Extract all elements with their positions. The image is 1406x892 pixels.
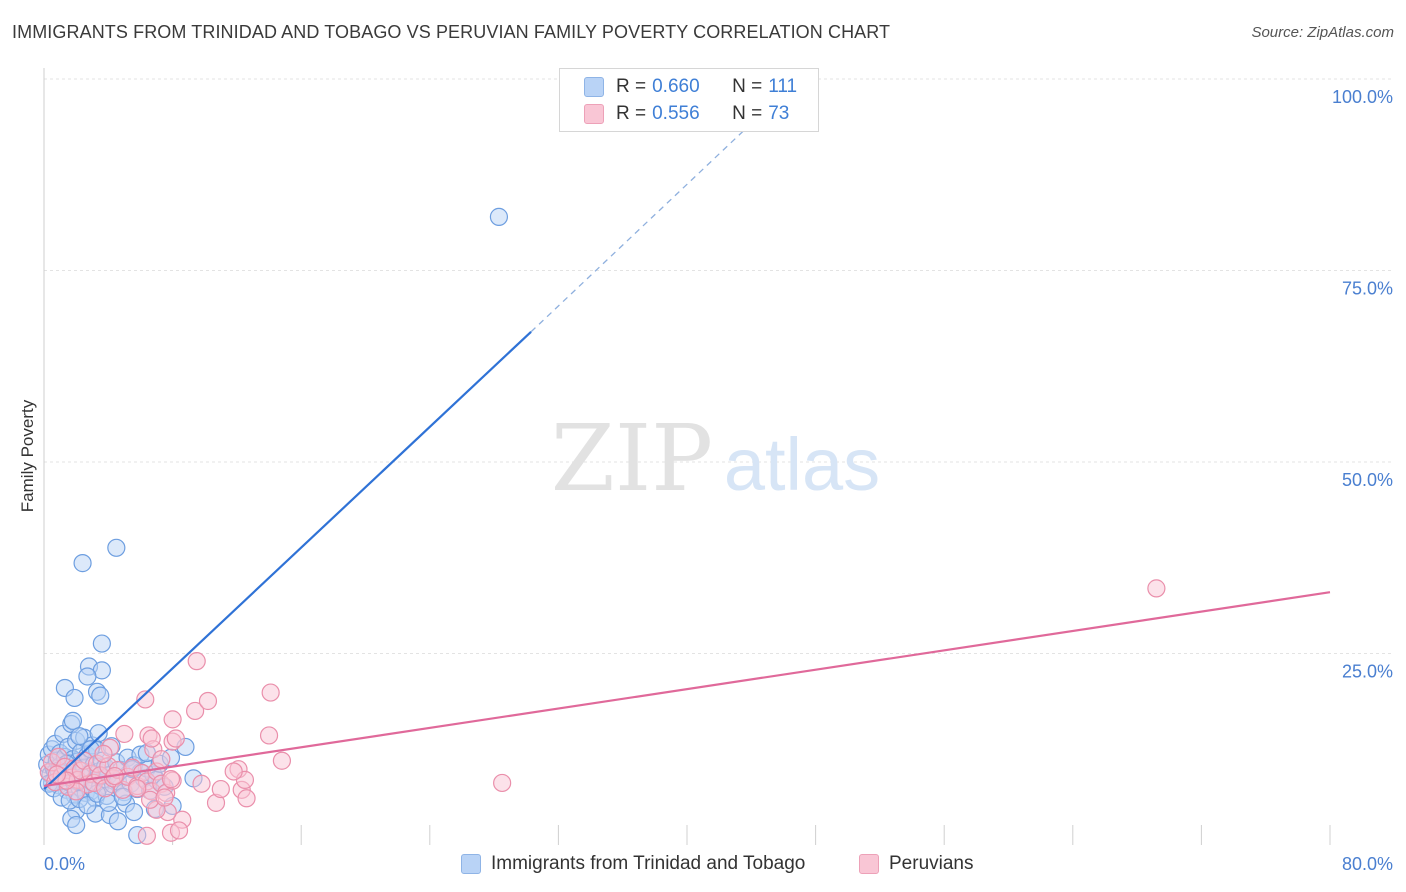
peruvian-point bbox=[115, 724, 134, 744]
peruvian-point bbox=[211, 779, 230, 799]
peruvian-point bbox=[272, 751, 292, 770]
trinidad-point bbox=[70, 727, 89, 746]
axes bbox=[43, 68, 1331, 845]
watermark-atlas: atlas bbox=[724, 423, 880, 506]
trinidad-point bbox=[107, 538, 126, 557]
series-swatch-pink bbox=[859, 854, 879, 874]
peruvian-point bbox=[259, 726, 279, 745]
legend-row-peruvians: R = 0.556 N = 73 bbox=[584, 103, 789, 125]
legend-r-label: R = bbox=[616, 76, 647, 97]
tick-labels: 25.0% 50.0% 75.0% 100.0% 0.0% 80.0% bbox=[44, 87, 1393, 874]
peruvian-point bbox=[186, 701, 205, 721]
watermark-zip: ZIP bbox=[551, 405, 713, 512]
trinidad-point bbox=[108, 812, 128, 831]
peruvian-point bbox=[136, 690, 155, 709]
trinidad-trend-extension bbox=[530, 130, 744, 333]
trend-lines bbox=[43, 130, 1331, 790]
series-legend-peruvians: Peruvians bbox=[859, 852, 974, 876]
trinidad-point bbox=[91, 686, 110, 705]
peruvian-point bbox=[152, 750, 171, 769]
grid-lines bbox=[44, 78, 1392, 654]
y-tick-label: 75.0% bbox=[1342, 279, 1393, 299]
legend-n-value: 73 bbox=[768, 103, 790, 124]
chart-title: IMMIGRANTS FROM TRINIDAD AND TOBAGO VS P… bbox=[12, 22, 891, 42]
trinidad-trend-line bbox=[43, 330, 532, 790]
trinidad-point bbox=[65, 688, 84, 708]
y-tick-label: 25.0% bbox=[1342, 662, 1393, 682]
trinidad-point bbox=[489, 207, 509, 226]
series-legend-trinidad: Immigrants from Trinidad and Tobago bbox=[461, 852, 805, 876]
legend-swatch-blue bbox=[584, 77, 604, 97]
peruvian-trend-line bbox=[43, 591, 1331, 788]
peruvian-point bbox=[163, 710, 182, 729]
peruvian-point bbox=[224, 762, 243, 781]
peruvian-point bbox=[94, 744, 113, 763]
peruvian-point bbox=[169, 821, 189, 840]
trinidad-point bbox=[89, 724, 108, 743]
peruvian-point bbox=[261, 683, 280, 702]
trinidad-point bbox=[78, 667, 97, 686]
peruvian-point bbox=[166, 729, 185, 748]
peruvian-point bbox=[187, 652, 206, 671]
watermark: ZIP atlas bbox=[551, 405, 880, 512]
legend-n-label: N = bbox=[732, 76, 763, 97]
legend-row-trinidad: R = 0.660 N = 111 bbox=[584, 76, 797, 98]
legend-n-label: N = bbox=[732, 103, 763, 124]
peruvian-point bbox=[142, 729, 161, 748]
correlation-legend: R = 0.660 N = 111 R = 0.556 N = 73 bbox=[559, 68, 819, 132]
legend-r-value: 0.660 bbox=[652, 76, 700, 97]
x-tick-label: 80.0% bbox=[1342, 854, 1393, 874]
peruvian-point bbox=[137, 826, 156, 845]
legend-r-value: 0.556 bbox=[652, 103, 700, 124]
peruvian-point bbox=[198, 691, 218, 711]
peruvian-point bbox=[128, 779, 147, 798]
peruvian-point bbox=[493, 773, 512, 793]
trinidad-point bbox=[73, 554, 92, 573]
legend-swatch-pink bbox=[584, 104, 604, 124]
data-points bbox=[38, 207, 1166, 845]
peruvian-point bbox=[47, 765, 66, 784]
y-tick-label: 50.0% bbox=[1342, 470, 1393, 490]
legend-n-value: 111 bbox=[768, 76, 798, 97]
trinidad-point bbox=[92, 634, 111, 653]
chart-source: Source: ZipAtlas.com bbox=[1251, 24, 1394, 41]
legend-r-label: R = bbox=[616, 103, 647, 124]
series-name-trinidad: Immigrants from Trinidad and Tobago bbox=[491, 853, 806, 874]
peruvian-point bbox=[237, 789, 256, 808]
series-name-peruvians: Peruvians bbox=[889, 853, 974, 874]
peruvian-point bbox=[161, 770, 181, 789]
trinidad-point bbox=[63, 711, 83, 731]
trinidad-point bbox=[124, 802, 144, 822]
peruvian-point bbox=[1147, 579, 1166, 598]
peruvian-point bbox=[192, 774, 211, 793]
trinidad-point bbox=[67, 815, 86, 835]
x-tick-label: 0.0% bbox=[44, 854, 85, 874]
y-tick-label: 100.0% bbox=[1332, 87, 1393, 107]
peruvian-point bbox=[155, 788, 174, 807]
series-swatch-blue bbox=[461, 854, 481, 874]
